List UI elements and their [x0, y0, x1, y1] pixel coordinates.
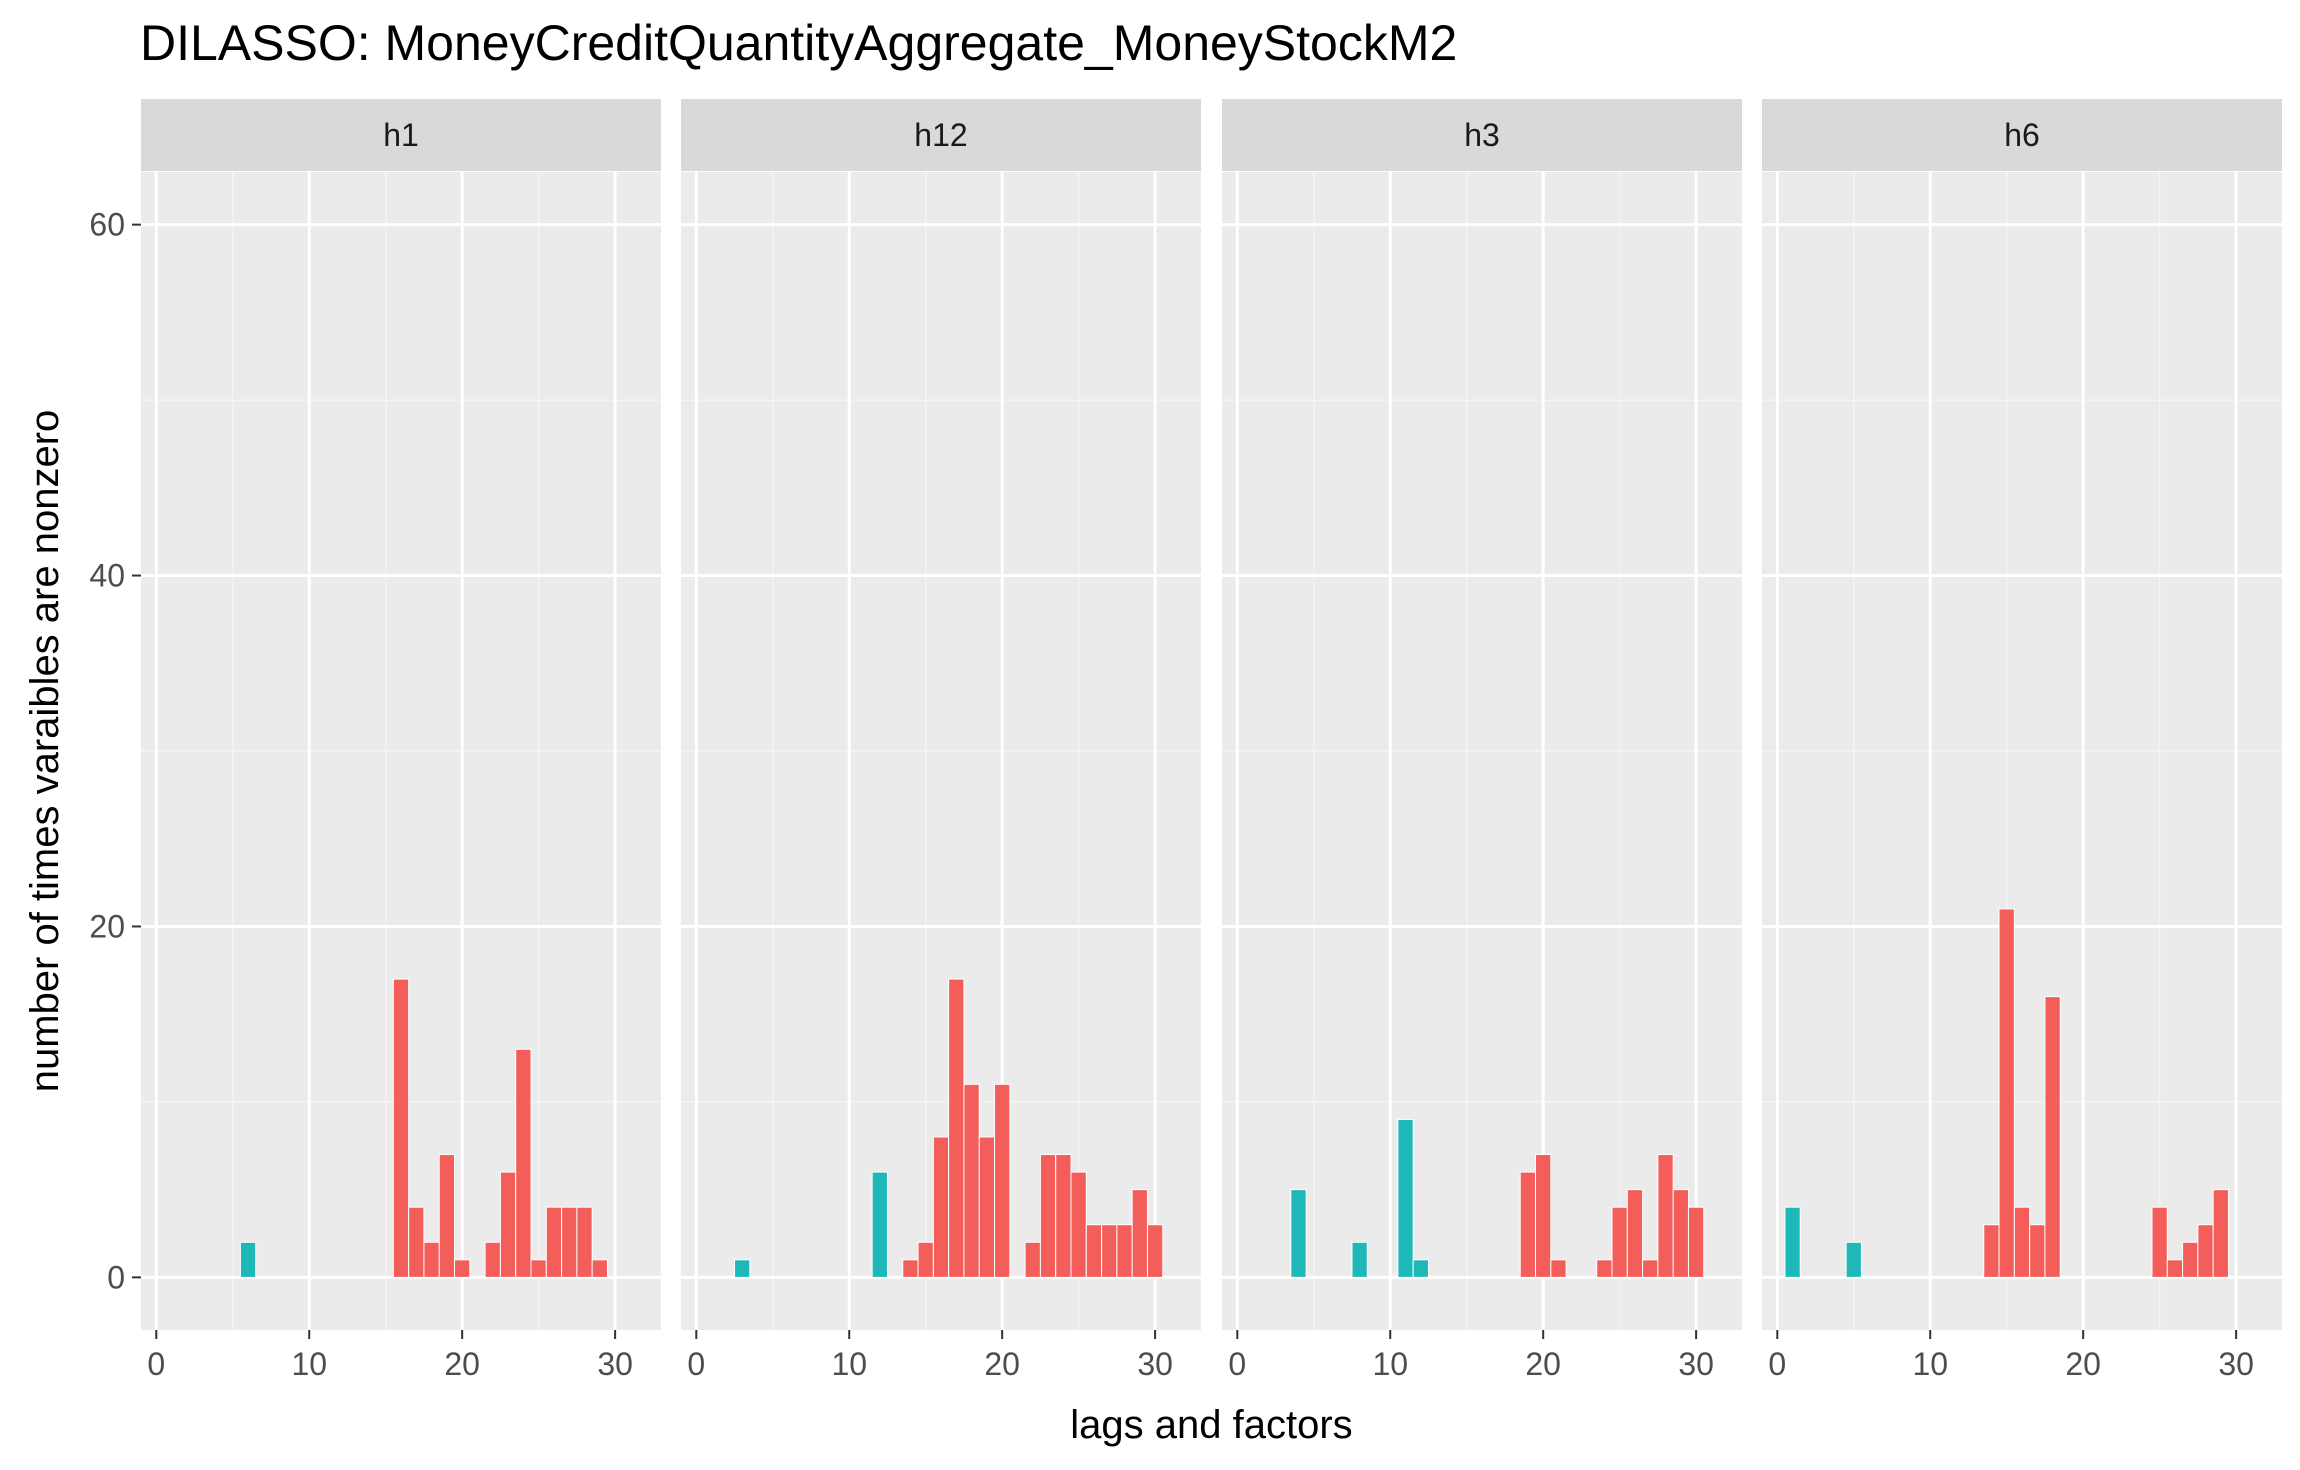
bar: [2044, 996, 2061, 1278]
x-tick-label: 0: [687, 1346, 705, 1382]
x-tick-label: 20: [1525, 1346, 1561, 1382]
bar: [1131, 1189, 1148, 1278]
x-tick-label: 20: [2065, 1346, 2101, 1382]
bar: [1070, 1171, 1087, 1278]
bar: [438, 1154, 456, 1278]
bar: [1626, 1189, 1644, 1278]
bar: [1519, 1171, 1537, 1278]
bar: [932, 1136, 950, 1278]
bar: [1611, 1206, 1628, 1278]
bar: [484, 1241, 501, 1278]
bar: [871, 1171, 888, 1278]
facet-strip-label: h6: [2004, 117, 2040, 153]
bar: [530, 1259, 547, 1278]
bar: [576, 1206, 593, 1278]
x-tick-label: 30: [2218, 1346, 2254, 1382]
x-tick-label: 0: [147, 1346, 165, 1382]
bar: [1085, 1224, 1103, 1278]
bar: [1687, 1206, 1705, 1278]
facet-strip: [1222, 99, 1742, 171]
x-tick-label: 10: [831, 1346, 867, 1382]
x-tick-label: 10: [1912, 1346, 1948, 1382]
facet-strip: [141, 99, 661, 171]
bar: [408, 1206, 425, 1278]
bar: [948, 978, 965, 1278]
bar: [978, 1136, 996, 1278]
bar: [1845, 1241, 1862, 1278]
y-tick-label: 0: [107, 1259, 125, 1295]
x-tick-label: 30: [1137, 1346, 1173, 1382]
x-tick-label: 30: [1678, 1346, 1714, 1382]
x-tick-label: 20: [444, 1346, 480, 1382]
x-tick-label: 30: [597, 1346, 633, 1382]
bar: [2029, 1224, 2046, 1278]
bar: [2166, 1259, 2184, 1278]
bar: [1535, 1154, 1552, 1278]
bar: [1550, 1259, 1567, 1278]
bar: [994, 1083, 1011, 1278]
bar: [2182, 1241, 2199, 1278]
x-axis-title: lags and factors: [1070, 1403, 1352, 1447]
bar: [2151, 1206, 2168, 1278]
bar: [1642, 1259, 1659, 1278]
x-tick-label: 10: [1372, 1346, 1408, 1382]
bar: [734, 1259, 751, 1278]
y-tick-label: 20: [89, 908, 125, 944]
bar: [1983, 1224, 2000, 1278]
bar: [2212, 1189, 2229, 1278]
bar: [423, 1241, 440, 1278]
facet-strip: [681, 99, 1201, 171]
bar: [515, 1048, 532, 1278]
facet-strip: [1762, 99, 2282, 171]
x-tick-label: 0: [1228, 1346, 1246, 1382]
y-axis-title: number of times varaibles are nonzero: [23, 410, 67, 1093]
bar: [1039, 1154, 1057, 1278]
bar: [239, 1241, 257, 1278]
bar: [902, 1259, 919, 1278]
bar: [1055, 1154, 1072, 1278]
bar: [499, 1171, 517, 1278]
bar: [2197, 1224, 2214, 1278]
bar: [2013, 1206, 2031, 1278]
facet-strip-label: h12: [914, 117, 967, 153]
facet-strip-label: h3: [1464, 117, 1500, 153]
bar: [1657, 1154, 1674, 1278]
facet-strip-label: h1: [383, 117, 419, 153]
bar: [1101, 1224, 1118, 1278]
bar: [454, 1259, 471, 1278]
y-tick-label: 40: [89, 558, 125, 594]
bar: [1784, 1206, 1801, 1278]
bar: [561, 1206, 578, 1278]
bar: [392, 978, 410, 1278]
bar: [1397, 1118, 1414, 1278]
y-tick-label: 60: [89, 207, 125, 243]
bar: [1412, 1259, 1429, 1278]
bar: [1351, 1241, 1368, 1278]
bar: [1596, 1259, 1613, 1278]
bar: [1116, 1224, 1133, 1278]
bar: [917, 1241, 934, 1278]
x-tick-label: 20: [984, 1346, 1020, 1382]
bar: [1146, 1224, 1164, 1278]
bar: [1024, 1241, 1041, 1278]
x-tick-label: 10: [291, 1346, 327, 1382]
bar: [591, 1259, 608, 1278]
bar: [1672, 1189, 1689, 1278]
bar: [1998, 908, 2015, 1278]
bar: [1290, 1189, 1307, 1278]
bar: [545, 1206, 563, 1278]
chart-title: DILASSO: MoneyCreditQuantityAggregate_Mo…: [140, 15, 1458, 71]
bar: [963, 1083, 980, 1278]
x-tick-label: 0: [1768, 1346, 1786, 1382]
